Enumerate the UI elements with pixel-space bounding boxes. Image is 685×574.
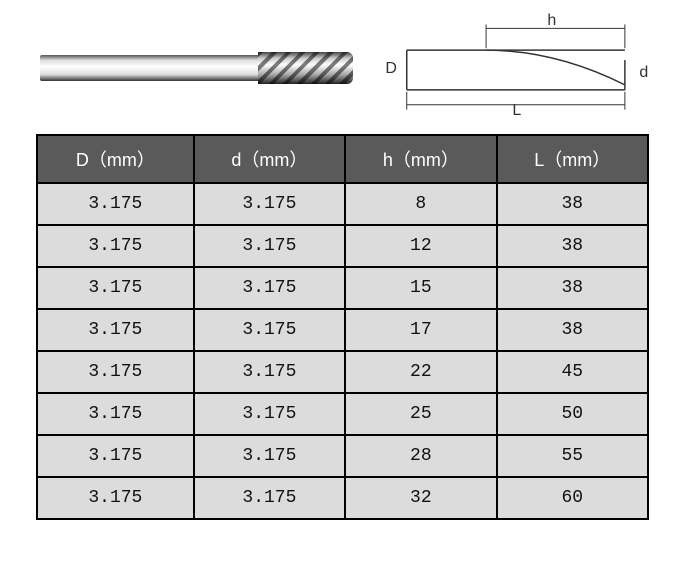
table-cell: 3.175 [37, 435, 194, 477]
table-cell: 3.175 [37, 183, 194, 225]
table-cell: 3.175 [37, 393, 194, 435]
table-cell: 28 [345, 435, 496, 477]
col-header-L: L（mm） [497, 135, 648, 183]
table-cell: 50 [497, 393, 648, 435]
table-row: 3.1753.175838 [37, 183, 648, 225]
table-cell: 45 [497, 351, 648, 393]
table-row: 3.1753.1752855 [37, 435, 648, 477]
table-row: 3.1753.1752550 [37, 393, 648, 435]
table-cell: 3.175 [37, 477, 194, 519]
table-cell: 38 [497, 183, 648, 225]
dimension-diagram: D d h L [377, 20, 655, 120]
table-cell: 3.175 [194, 393, 345, 435]
table-cell: 3.175 [194, 309, 345, 351]
table-cell: 25 [345, 393, 496, 435]
table-cell: 55 [497, 435, 648, 477]
label-d: d [639, 64, 648, 82]
table-cell: 3.175 [194, 183, 345, 225]
table-cell: 3.175 [37, 225, 194, 267]
table-cell: 38 [497, 267, 648, 309]
table-cell: 8 [345, 183, 496, 225]
table-body: 3.1753.1758383.1753.17512383.1753.175153… [37, 183, 648, 519]
col-header-d: d（mm） [194, 135, 345, 183]
col-header-D: D（mm） [37, 135, 194, 183]
table-cell: 38 [497, 225, 648, 267]
label-L: L [512, 102, 521, 120]
table-cell: 38 [497, 309, 648, 351]
table-cell: 3.175 [194, 435, 345, 477]
tool-flute [258, 52, 353, 84]
table-cell: 3.175 [37, 351, 194, 393]
table-cell: 3.175 [194, 477, 345, 519]
table-row: 3.1753.1751738 [37, 309, 648, 351]
table-header-row: D（mm） d（mm） h（mm） L（mm） [37, 135, 648, 183]
endmill-photo [40, 20, 347, 120]
table-row: 3.1753.1753260 [37, 477, 648, 519]
table-cell: 15 [345, 267, 496, 309]
top-illustration-section: D d h L [0, 0, 685, 130]
table-cell: 3.175 [37, 309, 194, 351]
table-cell: 3.175 [194, 351, 345, 393]
table-cell: 3.175 [194, 267, 345, 309]
table-cell: 3.175 [37, 267, 194, 309]
spec-table: D（mm） d（mm） h（mm） L（mm） 3.1753.1758383.1… [36, 134, 649, 520]
col-header-h: h（mm） [345, 135, 496, 183]
table-row: 3.1753.1751238 [37, 225, 648, 267]
table-cell: 3.175 [194, 225, 345, 267]
table-row: 3.1753.1751538 [37, 267, 648, 309]
table-cell: 17 [345, 309, 496, 351]
label-h: h [547, 12, 556, 30]
table-cell: 22 [345, 351, 496, 393]
tool-shaft [40, 55, 260, 81]
spec-table-container: D（mm） d（mm） h（mm） L（mm） 3.1753.1758383.1… [0, 130, 685, 540]
table-row: 3.1753.1752245 [37, 351, 648, 393]
table-cell: 32 [345, 477, 496, 519]
table-cell: 12 [345, 225, 496, 267]
table-cell: 60 [497, 477, 648, 519]
label-D: D [385, 60, 397, 78]
